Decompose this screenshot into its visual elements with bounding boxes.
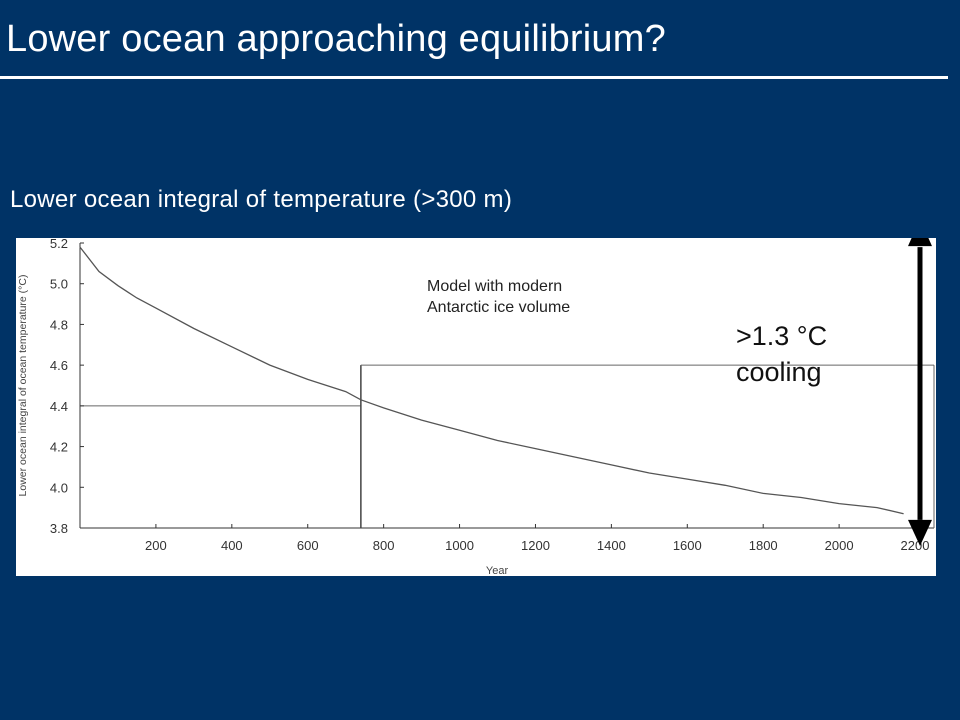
model-annotation: Model with modern Antarctic ice volume [427, 276, 570, 318]
x-tick-label: 1400 [597, 538, 626, 553]
x-tick-label: 1000 [445, 538, 474, 553]
y-axis-label: Lower ocean integral of ocean temperatur… [17, 275, 29, 497]
x-tick-label: 1800 [749, 538, 778, 553]
x-tick-label: 2000 [825, 538, 854, 553]
x-axis-label: Year [486, 565, 509, 576]
slide-title: Lower ocean approaching equilibrium? [6, 18, 666, 60]
cooling-arrow-head-up [908, 238, 932, 247]
x-tick-label: 1600 [673, 538, 702, 553]
y-tick-label: 4.0 [50, 480, 68, 495]
x-tick-label: 600 [297, 538, 319, 553]
series-line-0 [79, 246, 904, 515]
cooling-annotation-line2: cooling [736, 357, 822, 387]
cooling-arrow-head-down [908, 519, 932, 546]
y-tick-label: 4.6 [50, 358, 68, 373]
y-tick-label: 5.2 [50, 238, 68, 251]
chart-subtitle: Lower ocean integral of temperature (>30… [10, 186, 513, 213]
model-annotation-line1: Model with modern [427, 278, 563, 295]
x-tick-label: 400 [221, 538, 243, 553]
chart-panel: 3.8 4.0 4.2 4.4 4.6 4.8 5.0 5.2 200 400 600 800 1000… [16, 238, 936, 576]
model-annotation-line2: Antarctic ice volume [427, 299, 571, 316]
temperature-chart: 3.8 4.0 4.2 4.4 4.6 4.8 5.0 5.2 200 400 600 800 1000… [17, 238, 935, 576]
cooling-annotation: >1.3 °C cooling [736, 318, 827, 390]
cooling-annotation-line1: >1.3 °C [736, 321, 828, 351]
y-tick-label: 3.8 [50, 521, 68, 536]
x-tick-label: 1200 [521, 538, 550, 553]
y-tick-label: 4.2 [50, 440, 68, 455]
x-tick-label: 800 [373, 538, 395, 553]
y-tick-label: 5.0 [50, 277, 68, 292]
y-tick-label: 4.4 [50, 399, 68, 414]
y-tick-label: 4.8 [50, 317, 68, 332]
x-tick-label: 2200 [901, 538, 930, 553]
title-divider [0, 76, 948, 79]
x-tick-label: 200 [145, 538, 167, 553]
